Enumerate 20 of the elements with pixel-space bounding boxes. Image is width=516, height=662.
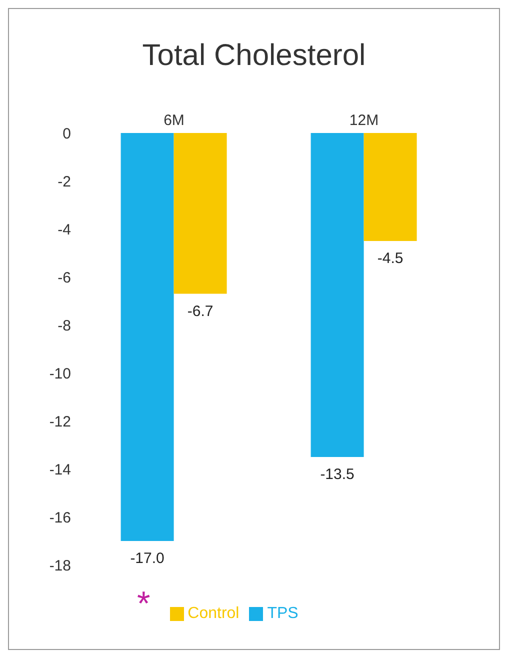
y-tick-label: -12 (49, 413, 71, 430)
y-tick-label: -18 (49, 557, 71, 574)
chart-title: Total Cholesterol (141, 39, 367, 73)
data-label: -4.5 (377, 250, 404, 267)
legend-label: TPS (267, 605, 298, 622)
y-tick-label: -14 (49, 461, 71, 478)
y-tick-label: -6 (58, 269, 71, 286)
data-label: -17.0 (130, 550, 164, 567)
legend-label: Control (188, 605, 240, 622)
x-tick-label: 6M (164, 112, 184, 129)
y-tick-label: -10 (49, 365, 71, 382)
y-tick-label: -8 (58, 317, 71, 334)
data-label: -13.5 (320, 466, 354, 483)
y-tick-label: -16 (49, 509, 71, 526)
y-tick-label: 0 (62, 125, 71, 142)
y-tick-label: -4 (58, 221, 71, 238)
x-tick-label: 12M (349, 112, 379, 129)
y-tick-label: -2 (58, 173, 71, 190)
text: * (137, 585, 150, 623)
data-label: -6.7 (187, 302, 214, 320)
